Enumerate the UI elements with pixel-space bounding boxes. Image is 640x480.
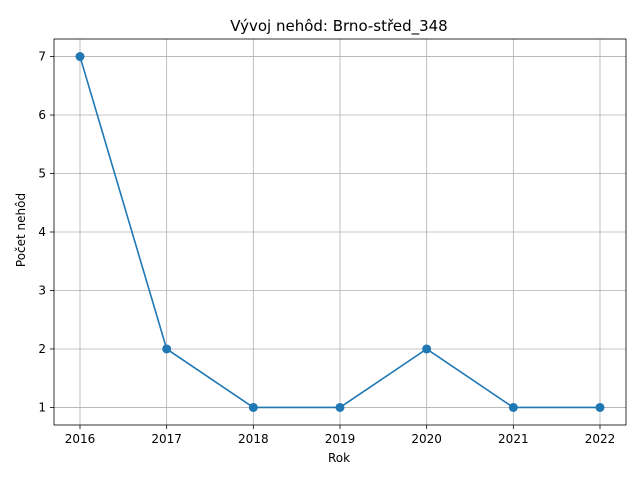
- y-axis-label: Počet nehôd: [14, 193, 28, 267]
- x-tick-label: 2020: [411, 432, 442, 446]
- x-tick-label: 2022: [585, 432, 616, 446]
- x-tick-label: 2017: [151, 432, 182, 446]
- data-point: [162, 344, 172, 354]
- x-tick-label: 2018: [238, 432, 269, 446]
- data-point: [595, 402, 605, 412]
- x-tick-label: 2019: [325, 432, 356, 446]
- data-point: [335, 402, 345, 412]
- series-layer: [75, 52, 605, 412]
- data-point: [508, 402, 518, 412]
- y-tick-label: 7: [38, 50, 46, 64]
- x-tick-label: 2016: [65, 432, 96, 446]
- x-axis-ticks: 2016 2017 2018 2019 2020 2021 2022: [65, 425, 616, 446]
- y-tick-label: 4: [38, 225, 46, 239]
- y-tick-label: 3: [38, 283, 46, 297]
- x-axis-label: Rok: [328, 451, 350, 465]
- grid: [54, 39, 626, 425]
- x-tick-label: 2021: [498, 432, 529, 446]
- chart-title: Vývoj nehôd: Brno-střed_348: [230, 17, 447, 36]
- y-tick-label: 1: [38, 400, 46, 414]
- data-point: [248, 402, 258, 412]
- y-tick-label: 2: [38, 342, 46, 356]
- data-point: [75, 52, 85, 62]
- y-axis-ticks: 1 2 3 4 5 6 7: [38, 50, 54, 414]
- data-point: [422, 344, 432, 354]
- y-tick-label: 5: [38, 167, 46, 181]
- y-tick-label: 6: [38, 108, 46, 122]
